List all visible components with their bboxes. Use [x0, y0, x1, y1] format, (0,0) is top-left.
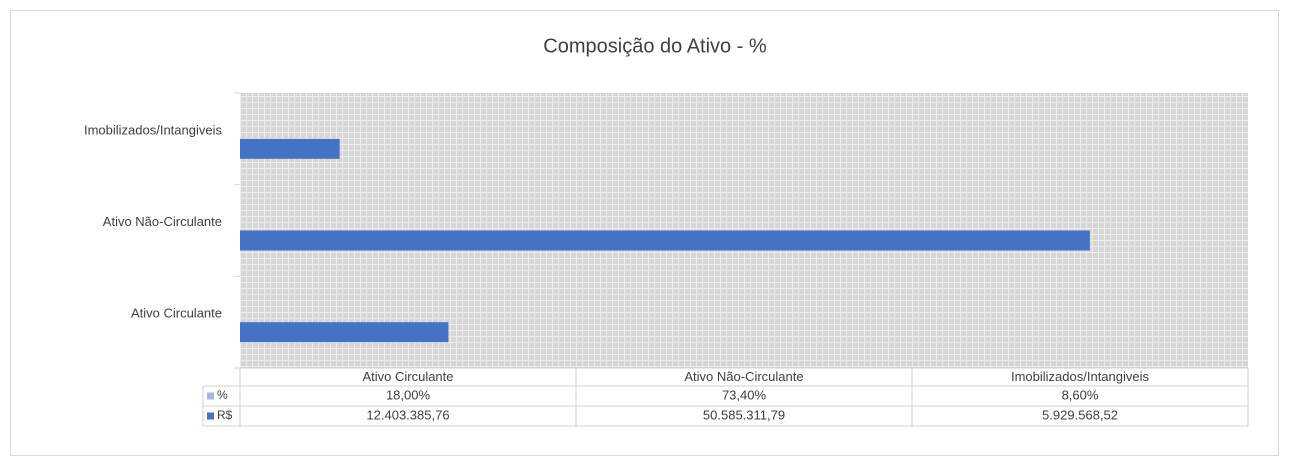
table-value: 50.585.311,79 [703, 407, 785, 422]
legend-label: % [217, 388, 228, 402]
table-value: 73,40% [722, 387, 767, 402]
table-value: 12.403.385,76 [366, 407, 449, 422]
table-value: 8,60% [1062, 387, 1099, 402]
table-header: Ativo Circulante [362, 369, 453, 384]
chart-title: Composição do Ativo - % [543, 35, 767, 57]
y-tick-label: Ativo Circulante [131, 306, 222, 321]
bar [240, 230, 1090, 251]
y-tick-label: Ativo Não-Circulante [103, 214, 222, 229]
table-value: 18,00% [386, 387, 431, 402]
bar [240, 322, 449, 343]
y-tick-label: Imobilizados/Intangiveis [84, 122, 223, 137]
table-value: 5.929.568,52 [1042, 407, 1118, 422]
legend-key [207, 392, 214, 400]
legend-label: R$ [217, 408, 233, 422]
table-header: Imobilizados/Intangiveis [1011, 369, 1150, 384]
bar [240, 138, 340, 159]
legend-key [207, 412, 214, 420]
table-header: Ativo Não-Circulante [684, 369, 803, 384]
data-table [202, 367, 1249, 427]
